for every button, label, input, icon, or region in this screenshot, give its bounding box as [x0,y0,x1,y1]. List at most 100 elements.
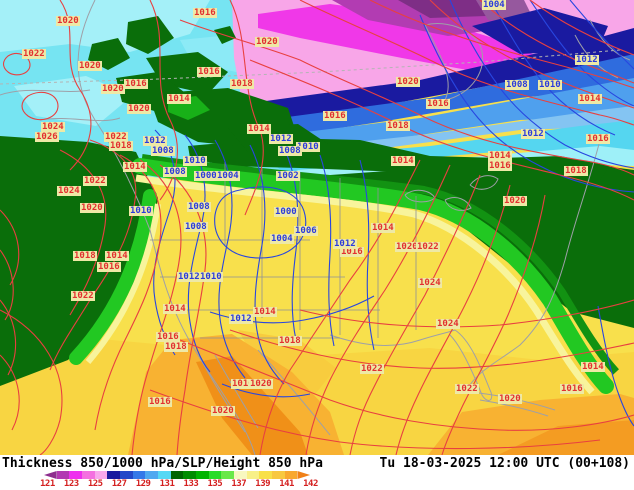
slp-label: 1016 [197,67,221,77]
slp-label: 1020 [78,61,102,71]
slp-label: 1018 [386,121,410,131]
slp-label: 1016 [124,79,148,89]
height-label: 1012 [521,129,545,139]
height-label: 1010 [538,80,562,90]
slp-label: 1016 [426,99,450,109]
slp-label: 1014 [247,124,271,134]
height-label: 1008 [151,146,175,156]
legend-value: 127 [111,479,127,489]
slp-label: 1022 [71,291,95,301]
legend-swatch [196,471,209,479]
legend-swatch [145,471,159,479]
legend-value: 121 [40,479,55,489]
slp-label: 1016 [488,161,512,171]
legend-value: 133 [183,479,199,489]
height-label: 1004 [216,171,240,181]
slp-label: 1016 [148,397,172,407]
footer-bar: Thickness 850/1000 hPa/SLP/Height 850 hP… [0,455,634,490]
slp-label: 1014 [391,156,415,166]
legend-value: 129 [135,479,151,489]
slp-label: 1016 [323,111,347,121]
height-contours [153,0,634,427]
legend-color-bar [44,471,311,479]
legend-swatch [107,471,121,479]
slp-label: 1018 [109,141,133,151]
legend-swatch [246,471,260,479]
slp-label: 1014 [167,94,191,104]
height-label: 1004 [482,0,506,10]
slp-label: 1020 [498,394,522,404]
legend-swatch [208,471,222,479]
slp-label: 1020 [101,84,125,94]
slp-label: 1020 [56,16,80,26]
height-label: 1012 [333,239,357,249]
slp-label: 1024 [57,186,81,196]
legend-swatch [56,471,70,479]
slp-label: 1018 [73,251,97,261]
slp-label: 1018 [164,342,188,352]
slp-label: 1022 [360,364,384,374]
slp-label: 1026 [35,132,59,142]
legend-value: 142 [303,479,318,489]
slp-label: 1014 [371,223,395,233]
slp-label: 1020 [503,196,527,206]
height-label: 1010 [199,272,223,282]
legend-swatch [272,471,285,479]
legend-swatch [170,471,184,479]
slp-label: 1014 [581,362,605,372]
slp-label: 1018 [564,166,588,176]
slp-label: 1016 [586,134,610,144]
slp-label: 1020 [395,242,419,252]
slp-label: 1020 [255,37,279,47]
slp-label: 1020 [211,406,235,416]
height-label: 1000 [194,171,218,181]
legend-swatch [44,471,57,479]
height-label: 1012 [143,136,167,146]
slp-label: 1022 [416,242,440,252]
slp-label: 1018 [230,79,254,89]
slp-label: 1016 [340,247,364,257]
slp-label: 1020 [396,77,420,87]
legend-swatch [183,471,197,479]
height-label: 1006 [294,226,318,236]
slp-label: 1016 [156,332,180,342]
legend-swatch [259,471,273,479]
slp-label: 1016 [231,379,255,389]
slp-label: 1024 [41,122,65,132]
slp-label: 1014 [123,162,147,172]
slp-label: 1024 [436,319,460,329]
height-label: 1000 [274,207,298,217]
map-area: 1020 1022 1016 1020 1020 1016 1016 1018 1020 1014… [0,0,634,455]
height-label: 1004 [270,234,294,244]
height-label: 1010 [296,142,320,152]
map-label-layer: 1020 1022 1016 1020 1020 1016 1016 1018 1020 1014… [22,0,610,416]
slp-label: 1014 [578,94,602,104]
height-label: 1010 [129,206,153,216]
map-timestamp: Tu 18-03-2025 12:00 UTC (00+108) [379,456,630,471]
legend-value: 125 [87,479,103,489]
height-label: 1010 [183,156,207,166]
height-label: 1002 [276,171,300,181]
slp-label: 1016 [193,8,217,18]
slp-label: 1014 [488,151,512,161]
slp-label: 1014 [163,304,187,314]
legend-value: 137 [231,479,247,489]
slp-label: 1022 [83,176,107,186]
legend-swatch [82,471,95,479]
height-label: 1008 [184,222,208,232]
legend-value: 135 [207,479,223,489]
legend-value: 123 [63,479,79,489]
height-label: 1008 [163,167,187,177]
slp-label: 1018 [278,336,302,346]
slp-label: 1016 [560,384,584,394]
slp-label: 1024 [418,278,442,288]
legend-swatch [284,471,298,479]
slp-label: 1020 [127,104,151,114]
slp-label: 1020 [80,203,104,213]
slp-label: 1014 [105,251,129,261]
height-label: 1008 [187,202,211,212]
height-label: 1012 [177,272,201,282]
slp-label: 1016 [97,262,121,272]
height-label: 1008 [278,146,302,156]
